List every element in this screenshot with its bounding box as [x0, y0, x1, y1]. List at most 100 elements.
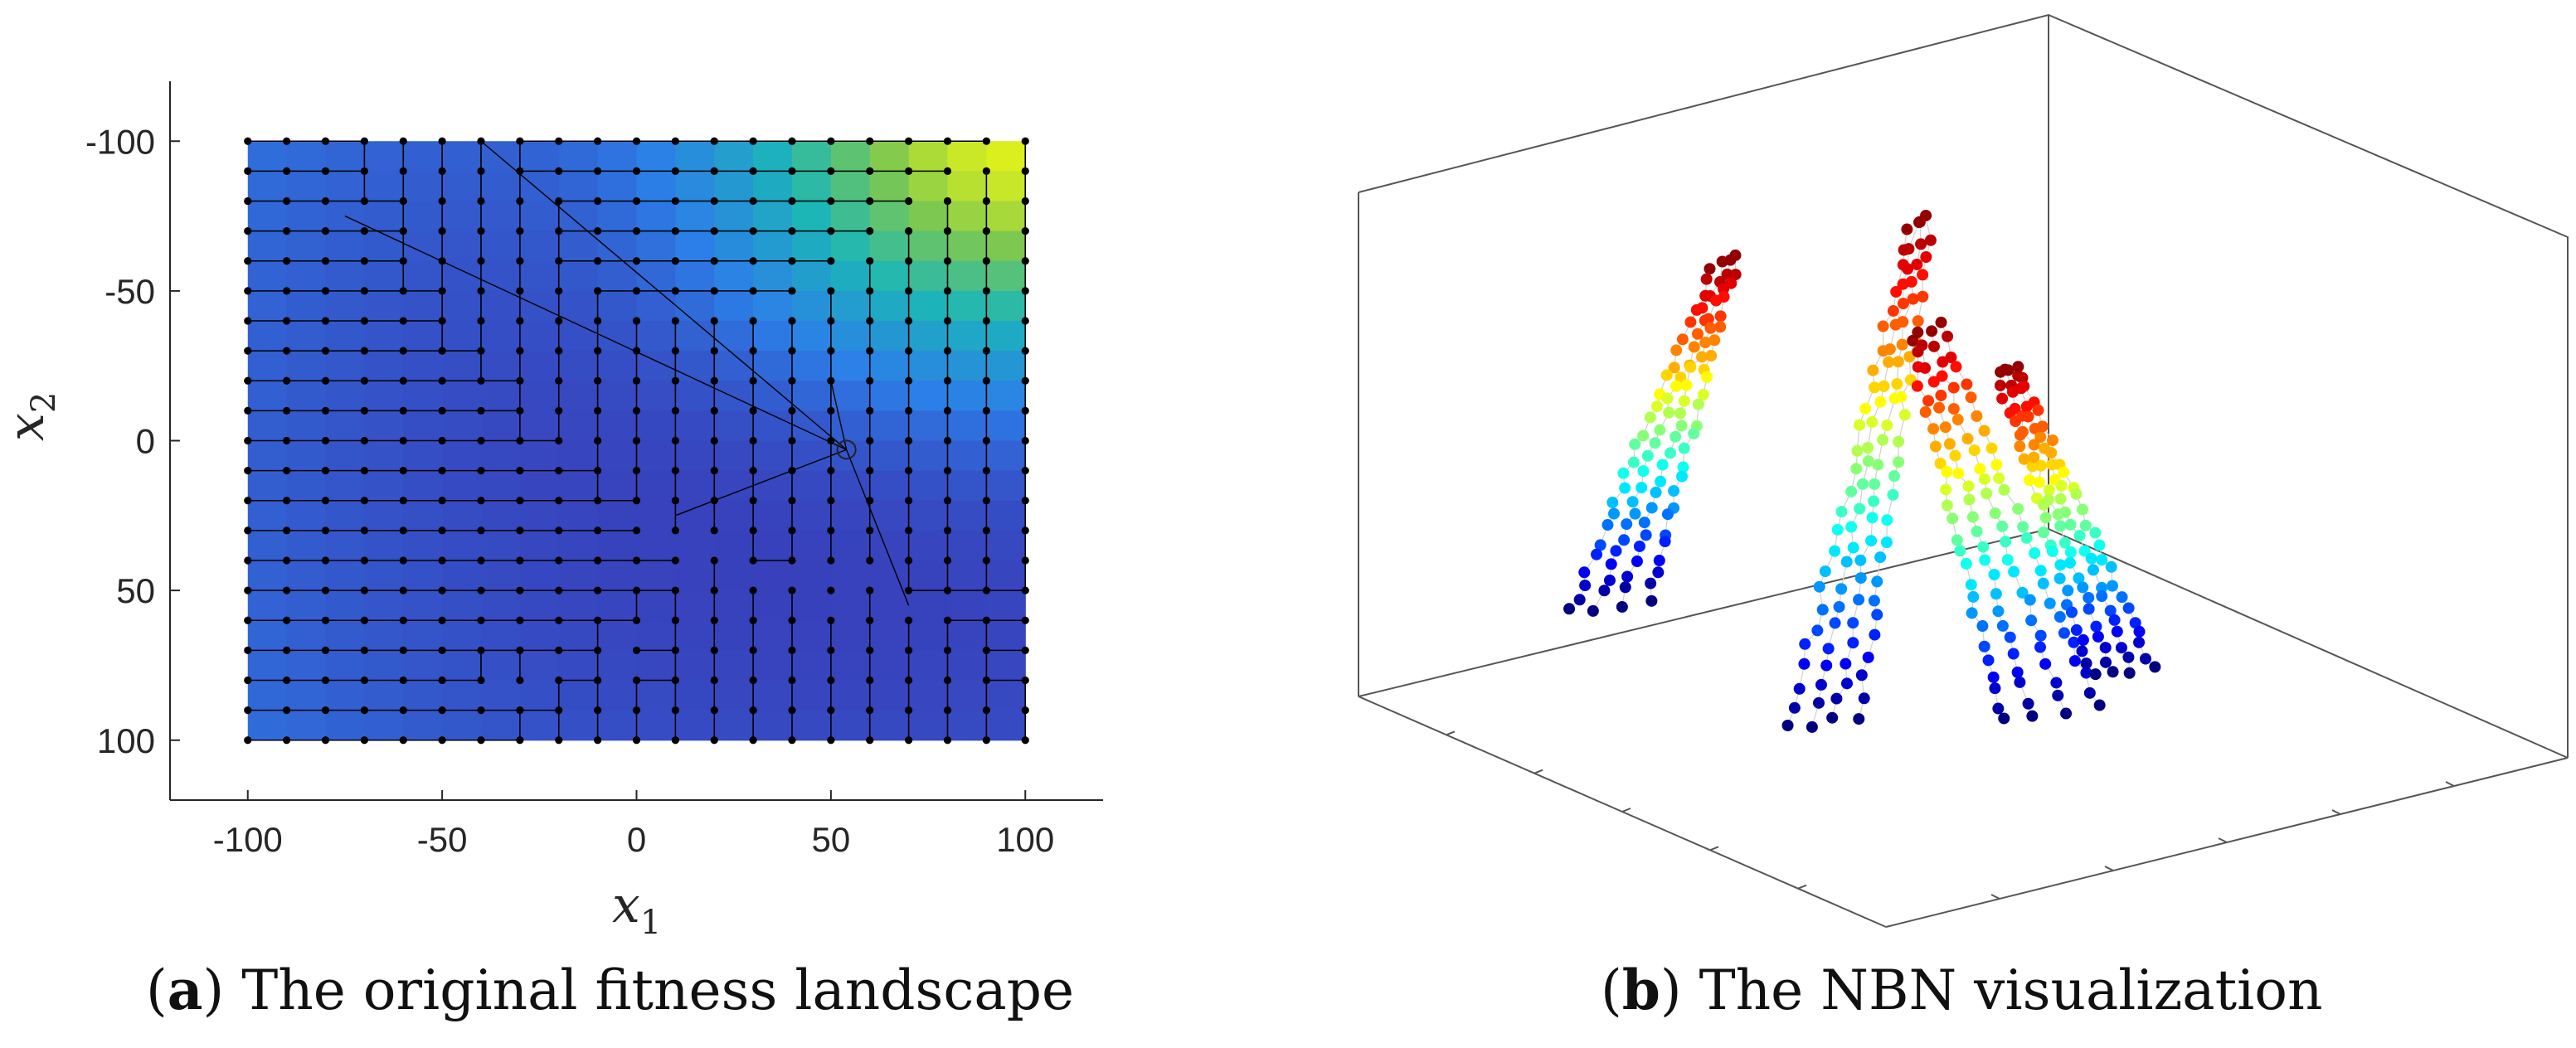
- nbn-point: [2028, 439, 2040, 451]
- x-axis-label: x1: [612, 876, 661, 942]
- heatmap-cell: [753, 321, 793, 352]
- heatmap-cell: [636, 650, 676, 682]
- network-node: [283, 406, 291, 415]
- heatmap-cell: [792, 410, 832, 442]
- nbn-point: [1676, 333, 1689, 346]
- nbn-point: [1881, 514, 1893, 526]
- network-node: [244, 137, 252, 145]
- heatmap-cell: [597, 171, 638, 202]
- heatmap-cell: [481, 590, 521, 621]
- network-node: [982, 436, 990, 445]
- network-node: [594, 706, 602, 715]
- heatmap-cell: [286, 351, 327, 381]
- nbn-point: [1591, 548, 1603, 560]
- heatmap-cell: [986, 680, 1026, 711]
- heatmap-cell: [636, 530, 676, 561]
- heatmap-cell: [558, 470, 599, 502]
- heatmap-cell: [792, 710, 832, 741]
- heatmap-cell: [364, 171, 404, 202]
- network-node: [827, 676, 835, 685]
- network-node: [827, 347, 835, 355]
- heatmap-cell: [442, 321, 482, 352]
- network-node: [555, 317, 563, 325]
- network-node: [516, 556, 524, 565]
- nbn-point: [2046, 434, 2058, 447]
- nbn-point: [1965, 391, 1977, 404]
- heatmap-cell: [792, 530, 832, 561]
- heatmap-cell: [442, 381, 482, 411]
- network-node: [671, 526, 679, 535]
- network-node: [516, 526, 524, 535]
- heatmap-cell: [364, 530, 404, 561]
- network-node: [943, 317, 952, 325]
- network-node: [749, 196, 757, 206]
- heatmap-cell: [247, 560, 288, 591]
- heatmap-cell: [714, 560, 754, 591]
- network-node: [632, 467, 641, 475]
- floor-tick: [1797, 884, 1807, 890]
- network-node: [827, 196, 835, 206]
- heatmap-cell: [364, 290, 404, 322]
- heatmap-cell: [714, 680, 754, 711]
- nbn-point: [2012, 361, 2024, 373]
- nbn-point: [2073, 572, 2085, 585]
- network-node: [594, 287, 602, 295]
- network-node: [555, 196, 563, 206]
- network-node: [710, 646, 718, 654]
- floor-tick: [1446, 730, 1456, 736]
- network-node: [943, 497, 952, 505]
- network-node: [244, 227, 252, 235]
- floor-ticks: [1446, 730, 2455, 900]
- heatmap-cell: [753, 500, 793, 531]
- network-node: [1021, 526, 1029, 535]
- network-node: [321, 287, 330, 295]
- nbn-point: [1985, 442, 1998, 454]
- network-node: [399, 436, 407, 445]
- network-node: [905, 406, 913, 415]
- nbn-point: [1650, 400, 1663, 413]
- nbn-point: [1601, 519, 1614, 531]
- heatmap-cell: [869, 351, 910, 381]
- heatmap-cell: [597, 440, 638, 472]
- nbn-point: [1819, 565, 1831, 578]
- network-node: [710, 376, 718, 385]
- network-node: [905, 526, 913, 535]
- network-node: [438, 137, 446, 145]
- heatmap-cell: [325, 710, 365, 741]
- nbn-point: [1865, 535, 1878, 547]
- network-node: [866, 257, 874, 265]
- heatmap-cell: [908, 321, 949, 352]
- network-node: [516, 167, 524, 175]
- network-node: [671, 436, 679, 445]
- heatmap-cell: [481, 410, 521, 442]
- network-node: [516, 227, 524, 235]
- network-node: [283, 257, 291, 265]
- network-node: [788, 287, 796, 295]
- heatmap-cell: [908, 171, 949, 202]
- heatmap-cell: [519, 530, 560, 561]
- network-node: [710, 257, 718, 265]
- nbn-point: [1579, 580, 1592, 592]
- heatmap-cell: [947, 560, 987, 591]
- nbn-point: [2083, 603, 2095, 615]
- nbn-point: [2002, 364, 2015, 376]
- heatmap-cell: [519, 710, 560, 741]
- network-node: [594, 376, 602, 385]
- heatmap-cell: [247, 710, 288, 741]
- heatmap-cell: [986, 351, 1026, 381]
- nbn-point: [2016, 425, 2029, 438]
- nbn-point: [1668, 361, 1680, 374]
- heatmap-cell: [325, 351, 365, 381]
- nbn-point: [1989, 682, 2001, 695]
- nbn-point: [1793, 682, 1806, 695]
- network-node: [632, 317, 641, 325]
- network-node: [982, 586, 990, 594]
- heatmap-cell: [830, 260, 871, 292]
- heatmap-cell: [597, 500, 638, 531]
- network-node: [477, 196, 485, 206]
- floor-tick: [2104, 866, 2114, 871]
- heatmap-cell: [519, 560, 560, 591]
- nbn-point: [1978, 640, 1990, 653]
- network-node: [438, 586, 446, 594]
- nbn-point: [1977, 541, 1990, 553]
